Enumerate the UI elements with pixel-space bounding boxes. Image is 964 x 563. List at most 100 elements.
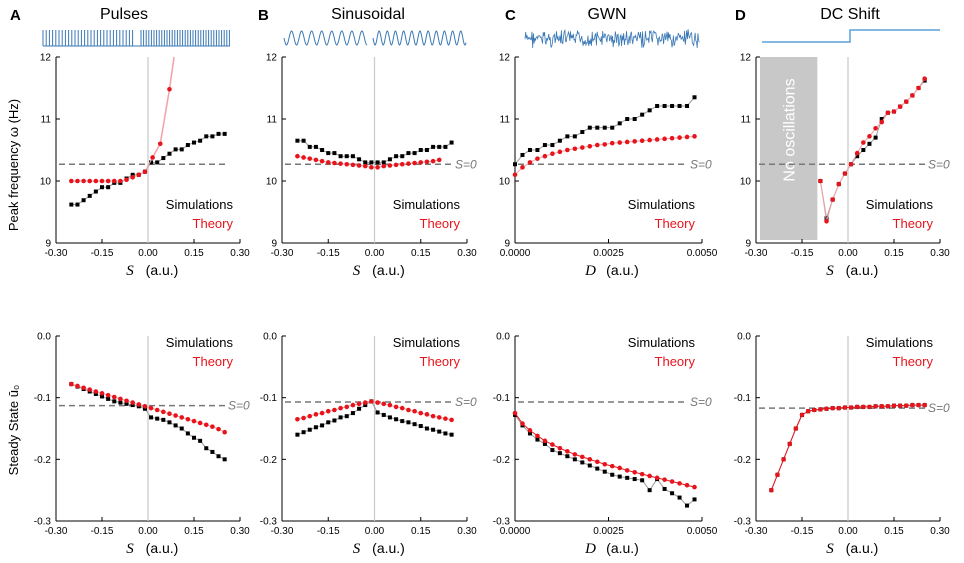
noise-trace bbox=[524, 28, 700, 49]
theory-point bbox=[848, 161, 854, 167]
sim-point bbox=[222, 131, 227, 136]
sim-point bbox=[130, 403, 135, 408]
y-tick-label: 10 bbox=[499, 177, 511, 188]
theory-point bbox=[854, 404, 860, 410]
theory-point bbox=[118, 396, 123, 402]
theory-point bbox=[350, 402, 356, 408]
sim-point bbox=[655, 103, 660, 108]
ylabel-peak-frequency: Peak frequency ω (Hz) bbox=[6, 99, 21, 231]
theory-point bbox=[684, 482, 690, 488]
sim-point bbox=[595, 125, 600, 130]
theory-point bbox=[99, 391, 105, 396]
chart-a-top: 9 10 11 12 -0.30 -0.15 0.00 0.15 0.30 S (a.u.) Simu… bbox=[40, 53, 250, 280]
theory-point bbox=[75, 178, 80, 184]
theory-point bbox=[916, 402, 921, 408]
y-tick-label: -0.3 bbox=[260, 517, 278, 528]
theory-point bbox=[609, 463, 615, 469]
sim-point bbox=[692, 497, 697, 502]
y-tick-label: -0.3 bbox=[493, 517, 511, 528]
theory-point bbox=[654, 475, 660, 481]
no-oscillations-label: No oscillations bbox=[782, 78, 799, 181]
sim-point bbox=[179, 147, 184, 152]
sim-point bbox=[879, 117, 884, 121]
chart-c-bottom: -0.3 -0.2 -0.1 0.0 0.0000 0.0025 0.0050 D (a.u.)… bbox=[493, 332, 718, 558]
theory-point bbox=[111, 178, 117, 184]
theory-point bbox=[399, 405, 405, 411]
sim-point bbox=[550, 448, 555, 453]
x-tick-label: -0.15 bbox=[791, 248, 814, 259]
sim-point bbox=[610, 125, 615, 130]
sim-point bbox=[685, 103, 690, 108]
sim-point bbox=[307, 144, 312, 149]
theory-point bbox=[669, 135, 675, 141]
sim-point bbox=[418, 424, 423, 429]
sim-point bbox=[142, 406, 147, 411]
sim-point bbox=[332, 418, 337, 423]
theory-point bbox=[891, 109, 897, 114]
x-tick-label: 0.30 bbox=[930, 526, 950, 537]
sim-point bbox=[106, 396, 111, 401]
theory-point bbox=[424, 159, 430, 165]
theory-point bbox=[916, 85, 921, 91]
x-axis-label-unit: (a.u.) bbox=[146, 262, 179, 278]
theory-point bbox=[173, 413, 178, 418]
plots-group: 9 10 11 12 -0.30 -0.15 0.00 0.15 0.30 S (a.u.) Simu… bbox=[34, 53, 950, 558]
y-tick-label: 0.0 bbox=[263, 332, 277, 343]
x-tick-label: -0.15 bbox=[317, 526, 340, 537]
theory-curve bbox=[151, 56, 175, 158]
sim-point bbox=[418, 148, 423, 152]
x-tick-label: -0.15 bbox=[317, 248, 340, 259]
theory-point bbox=[692, 134, 697, 139]
sim-point bbox=[640, 112, 645, 117]
chart-a-bottom: -0.3 -0.2 -0.1 0.0 -0.30 -0.15 0.00 0.15 0.30 S (a… bbox=[34, 332, 250, 558]
theory-point bbox=[535, 156, 540, 161]
sim-point bbox=[222, 457, 227, 462]
sim-point bbox=[387, 415, 392, 420]
y-tick-label: 0.0 bbox=[496, 332, 510, 343]
theory-point bbox=[222, 429, 227, 435]
sim-point bbox=[350, 154, 355, 159]
theory-point bbox=[520, 421, 525, 426]
theory-point bbox=[811, 407, 817, 413]
y-tick-label: -0.1 bbox=[734, 393, 752, 404]
x-tick-label: 0.0000 bbox=[500, 248, 531, 259]
sine-wave bbox=[372, 30, 467, 46]
theory-point bbox=[557, 149, 563, 155]
sim-point bbox=[185, 431, 190, 436]
sim-point bbox=[179, 426, 184, 431]
sim-point bbox=[394, 417, 399, 422]
theory-point bbox=[344, 161, 350, 167]
y-tick-label: 12 bbox=[266, 53, 278, 64]
sim-point bbox=[685, 503, 690, 508]
sim-point bbox=[437, 429, 442, 434]
sim-point bbox=[431, 144, 436, 149]
sim-point bbox=[118, 400, 123, 405]
x-axis-label-unit: (a.u.) bbox=[606, 262, 639, 278]
stimulus-step-icon bbox=[762, 29, 940, 43]
theory-point bbox=[867, 134, 872, 139]
theory-point bbox=[319, 410, 325, 416]
x-axis-label-unit: (a.u.) bbox=[846, 540, 879, 556]
x-tick-label: 0.30 bbox=[930, 248, 950, 259]
theory-point bbox=[325, 408, 331, 414]
theory-point bbox=[167, 86, 172, 92]
theory-point bbox=[891, 403, 897, 408]
x-tick-label: -0.15 bbox=[91, 248, 114, 259]
sim-point bbox=[670, 103, 675, 108]
sim-point bbox=[557, 451, 562, 456]
chart-d-top: No oscillations 9 10 11 12 -0.30 -0.15 0.00 0.15… bbox=[740, 53, 950, 280]
sim-point bbox=[443, 144, 448, 149]
theory-point bbox=[307, 413, 313, 419]
y-tick-label: 10 bbox=[740, 177, 752, 188]
s0-label: S=0 bbox=[928, 157, 950, 171]
sim-point bbox=[587, 125, 592, 130]
theory-point bbox=[344, 404, 350, 410]
theory-point bbox=[527, 428, 533, 433]
sim-point bbox=[295, 138, 300, 143]
sim-point bbox=[100, 185, 104, 190]
theory-point bbox=[313, 412, 319, 417]
x-axis-label-var: D bbox=[584, 263, 596, 279]
sim-point bbox=[313, 144, 318, 149]
theory-point bbox=[520, 165, 525, 170]
theory-point bbox=[879, 404, 885, 409]
